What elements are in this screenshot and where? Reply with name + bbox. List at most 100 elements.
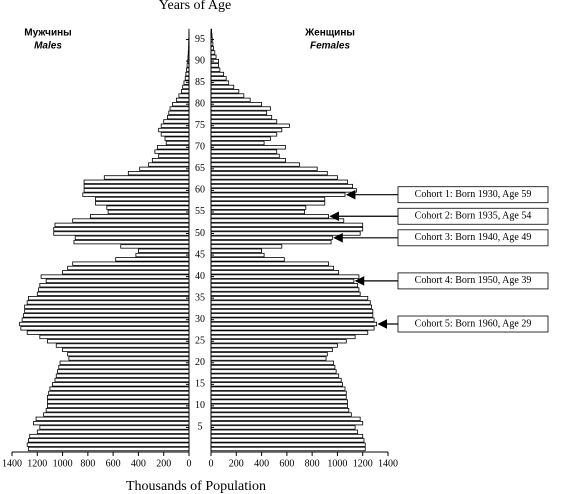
- bar: [210, 412, 352, 417]
- bar: [74, 235, 190, 240]
- bar: [83, 183, 190, 189]
- bar: [210, 71, 225, 77]
- bar: [120, 244, 190, 249]
- bar: [58, 364, 190, 370]
- bar: [210, 382, 343, 387]
- bar: [210, 201, 326, 206]
- x-tick-label: 800: [305, 458, 320, 469]
- y-tick-label: 45: [195, 249, 205, 260]
- bar: [28, 438, 190, 443]
- y-tick-label: 70: [195, 142, 205, 153]
- bar: [28, 295, 190, 301]
- bar: [210, 403, 348, 409]
- bar: [210, 89, 240, 94]
- bar: [22, 313, 190, 318]
- bar: [210, 399, 348, 404]
- bar: [210, 308, 374, 314]
- bar: [210, 209, 305, 215]
- bar: [148, 162, 190, 167]
- chart-title: Years of Age: [159, 0, 231, 13]
- x-tick-label: 1000: [53, 458, 73, 469]
- bar: [26, 442, 190, 447]
- bar: [210, 127, 283, 133]
- bar: [210, 84, 235, 90]
- bar: [54, 222, 190, 228]
- bar: [210, 110, 268, 115]
- bar: [106, 205, 190, 210]
- annotation-text: Cohort 2: Born 1935, Age 54: [415, 211, 532, 222]
- y-tick-label: 35: [195, 292, 205, 303]
- bar: [210, 140, 265, 146]
- bar: [210, 390, 347, 396]
- bar: [210, 369, 337, 374]
- bar: [210, 171, 328, 176]
- bar: [210, 265, 335, 271]
- bar: [210, 166, 318, 172]
- y-tick-label: 75: [195, 120, 205, 131]
- bar: [210, 274, 360, 279]
- bar: [29, 433, 190, 439]
- bar: [160, 132, 190, 137]
- bar: [67, 352, 190, 357]
- bar: [210, 364, 336, 370]
- bar: [210, 196, 326, 202]
- bar: [135, 252, 190, 258]
- bar: [210, 205, 307, 210]
- bar: [210, 183, 354, 189]
- bar: [83, 179, 190, 184]
- bar: [210, 326, 375, 331]
- bar: [72, 218, 190, 223]
- bar: [210, 222, 364, 228]
- bar: [45, 278, 190, 284]
- bar: [210, 438, 365, 443]
- x-tick-label: 400: [131, 458, 146, 469]
- x-tick-label: 600: [106, 458, 121, 469]
- bar: [95, 196, 190, 202]
- bar: [210, 321, 378, 327]
- bar: [210, 188, 357, 193]
- bar: [210, 192, 346, 197]
- y-tick-label: 65: [195, 163, 205, 174]
- bar: [210, 317, 375, 322]
- y-tick-label: 60: [195, 185, 205, 196]
- bar: [210, 352, 328, 357]
- bar: [158, 153, 190, 159]
- bar: [169, 106, 190, 111]
- bar: [38, 287, 190, 292]
- annotation-text: Cohort 3: Born 1940, Age 49: [415, 232, 532, 243]
- bar: [178, 93, 190, 98]
- bar: [184, 76, 190, 81]
- bar: [210, 214, 329, 219]
- bar: [20, 326, 190, 331]
- bar: [48, 390, 190, 396]
- bar: [210, 153, 280, 159]
- bar: [49, 386, 190, 391]
- bar: [175, 97, 190, 103]
- bar: [210, 93, 245, 98]
- bar: [103, 175, 190, 180]
- bar: [47, 403, 190, 409]
- bar: [59, 360, 190, 365]
- left-label: Мужчины: [24, 28, 71, 39]
- x-tick-label: 400: [254, 458, 269, 469]
- bar: [182, 84, 190, 90]
- bar: [210, 123, 290, 128]
- bar: [210, 347, 333, 353]
- bar: [210, 136, 271, 141]
- bar: [210, 291, 361, 296]
- bar: [139, 166, 190, 172]
- bar: [210, 446, 366, 452]
- bar: [210, 278, 355, 284]
- bar: [19, 321, 190, 327]
- y-tick-label: 55: [195, 206, 205, 217]
- bar: [164, 136, 190, 141]
- bar: [107, 209, 190, 215]
- y-tick-label: 10: [195, 400, 205, 411]
- bar: [210, 252, 265, 258]
- x-tick-label: 200: [229, 458, 244, 469]
- right-label: Женщины: [304, 28, 355, 39]
- x-tick-label: 0: [209, 458, 214, 469]
- bar: [210, 433, 364, 439]
- bar: [210, 145, 286, 150]
